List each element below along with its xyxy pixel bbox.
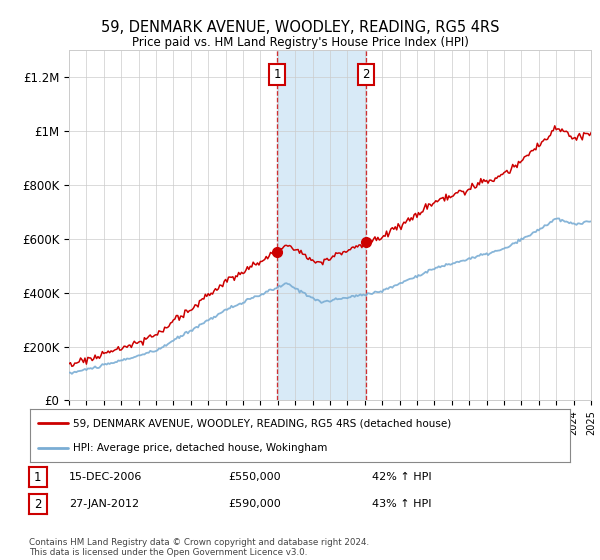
Text: Price paid vs. HM Land Registry's House Price Index (HPI): Price paid vs. HM Land Registry's House … [131,36,469,49]
Text: 2: 2 [362,68,370,81]
Text: £550,000: £550,000 [228,472,281,482]
Text: 15-DEC-2006: 15-DEC-2006 [69,472,142,482]
Text: 27-JAN-2012: 27-JAN-2012 [69,499,139,509]
Text: 43% ↑ HPI: 43% ↑ HPI [372,499,431,509]
Text: Contains HM Land Registry data © Crown copyright and database right 2024.
This d: Contains HM Land Registry data © Crown c… [29,538,369,557]
Text: 2: 2 [34,497,41,511]
Text: 42% ↑ HPI: 42% ↑ HPI [372,472,431,482]
Text: 59, DENMARK AVENUE, WOODLEY, READING, RG5 4RS: 59, DENMARK AVENUE, WOODLEY, READING, RG… [101,20,499,35]
Text: 59, DENMARK AVENUE, WOODLEY, READING, RG5 4RS (detached house): 59, DENMARK AVENUE, WOODLEY, READING, RG… [73,418,451,428]
Text: 1: 1 [274,68,281,81]
Text: HPI: Average price, detached house, Wokingham: HPI: Average price, detached house, Woki… [73,442,328,452]
Bar [277,50,366,400]
Text: 1: 1 [34,470,41,484]
Text: £590,000: £590,000 [228,499,281,509]
